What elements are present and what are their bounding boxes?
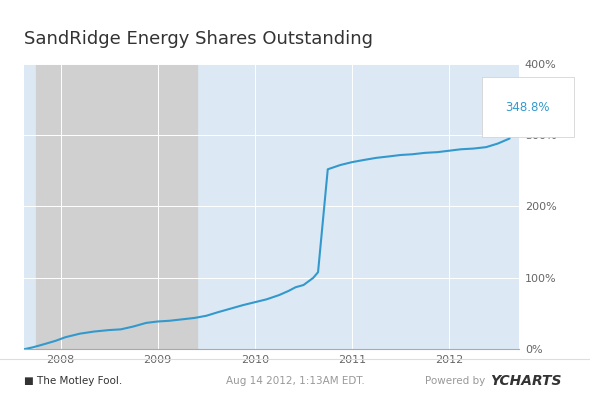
Text: YCHARTS: YCHARTS [490, 374, 561, 388]
Text: Powered by: Powered by [425, 376, 489, 386]
Text: SandRidge Energy Shares Outstanding: SandRidge Energy Shares Outstanding [24, 30, 373, 48]
Text: Aug 14 2012, 1:13AM EDT.: Aug 14 2012, 1:13AM EDT. [225, 376, 365, 386]
Text: 348.8%: 348.8% [506, 101, 550, 114]
Bar [36, 64, 196, 349]
Text: ■ The Motley Fool.: ■ The Motley Fool. [24, 376, 122, 386]
